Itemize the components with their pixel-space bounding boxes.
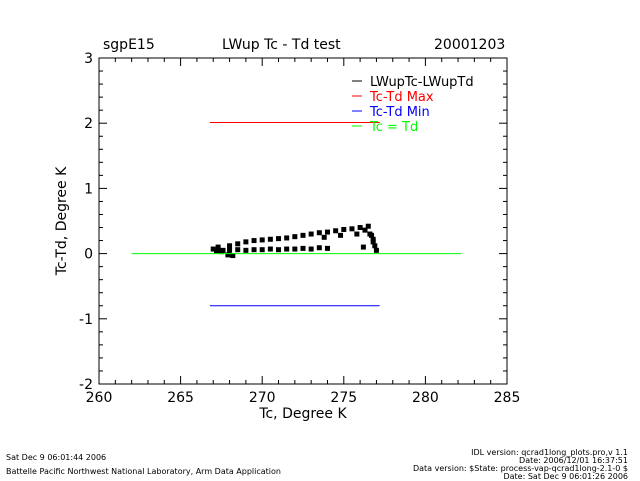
legend-entry: Tc = Td xyxy=(369,120,418,135)
data-point xyxy=(365,223,371,229)
data-point xyxy=(259,247,265,253)
data-point xyxy=(225,252,231,258)
legend-entry: Tc-Td Min xyxy=(369,105,430,120)
data-point xyxy=(292,234,298,240)
legend-entry: LWupTc-LWupTd xyxy=(370,75,474,90)
data-point xyxy=(292,246,298,252)
y-tick-label: -1 xyxy=(79,312,93,328)
data-point xyxy=(284,235,290,241)
data-point xyxy=(235,247,241,253)
data-point xyxy=(267,236,273,242)
footer-organization: Battelle Pacific Northwest National Labo… xyxy=(6,467,281,476)
data-point xyxy=(267,246,273,252)
chart-title: LWup Tc - Td test xyxy=(222,37,341,53)
data-point xyxy=(338,232,344,238)
data-point xyxy=(324,245,330,251)
x-tick-label: 270 xyxy=(249,390,276,406)
data-point xyxy=(251,238,257,244)
y-tick-label: 3 xyxy=(84,51,93,67)
data-point xyxy=(218,249,224,255)
chart-marks xyxy=(131,122,462,307)
x-tick-label: 260 xyxy=(86,390,113,406)
plot-frame xyxy=(98,57,508,385)
data-point xyxy=(308,246,314,252)
data-point xyxy=(362,227,368,233)
footer-data-date: Date: Sat Dec 9 06:01:26 2006 xyxy=(503,472,628,481)
data-point xyxy=(210,246,216,252)
data-point xyxy=(321,234,327,240)
footer-run-date: Sat Dec 9 06:01:44 2006 xyxy=(6,453,107,462)
date-label: 20001203 xyxy=(434,37,506,53)
data-point xyxy=(214,248,220,254)
y-tick-label: 0 xyxy=(84,247,93,263)
data-point xyxy=(324,229,330,235)
data-point xyxy=(308,231,314,237)
data-point xyxy=(276,247,282,253)
data-point xyxy=(316,245,322,251)
footer-code-date: Date: 2006/12/01 16:37:51 xyxy=(519,456,628,465)
data-point xyxy=(300,232,306,238)
data-point xyxy=(259,237,265,243)
data-point xyxy=(357,225,363,231)
data-point xyxy=(341,226,347,232)
data-point xyxy=(373,247,379,253)
y-tick-label: 2 xyxy=(84,116,93,132)
x-tick-label: 280 xyxy=(412,390,439,406)
data-point xyxy=(372,243,378,249)
data-point xyxy=(230,253,236,259)
data-point xyxy=(370,239,376,245)
x-axis-label: Tc, Degree K xyxy=(258,406,347,422)
y-axis-label: Tc-Td, Degree K xyxy=(54,166,70,276)
site-label: sgpE15 xyxy=(103,37,155,53)
legend-entry: Tc-Td Max xyxy=(369,90,434,105)
footer-data-version: Data version: $State: process-vap-qcrad1… xyxy=(412,464,628,473)
data-point xyxy=(354,231,360,237)
data-point xyxy=(251,247,257,253)
data-point xyxy=(243,247,249,253)
data-point xyxy=(360,244,366,250)
x-tick-label: 265 xyxy=(167,390,194,406)
data-point xyxy=(227,243,233,249)
x-tick-label: 285 xyxy=(494,390,521,406)
data-point xyxy=(349,226,355,232)
x-tick-label: 275 xyxy=(330,390,357,406)
data-point xyxy=(215,244,221,250)
footer-idl-version: IDL version: qcrad1long_plots.pro,v 1.1 xyxy=(471,448,628,457)
data-point xyxy=(333,228,339,234)
chart-axes: 260 265 270 275 280 285 -2 -1 0 1 2 3 Tc, Degree K Tc… xyxy=(54,51,520,422)
data-point xyxy=(370,236,376,242)
data-point xyxy=(316,230,322,236)
y-tick-label: 1 xyxy=(84,181,93,197)
data-point xyxy=(235,241,241,247)
data-point xyxy=(369,232,375,238)
data-point xyxy=(300,245,306,251)
data-point xyxy=(227,247,233,253)
y-tick-label: -2 xyxy=(79,377,93,393)
data-point xyxy=(276,236,282,242)
data-point xyxy=(243,239,249,245)
data-point xyxy=(284,246,290,252)
